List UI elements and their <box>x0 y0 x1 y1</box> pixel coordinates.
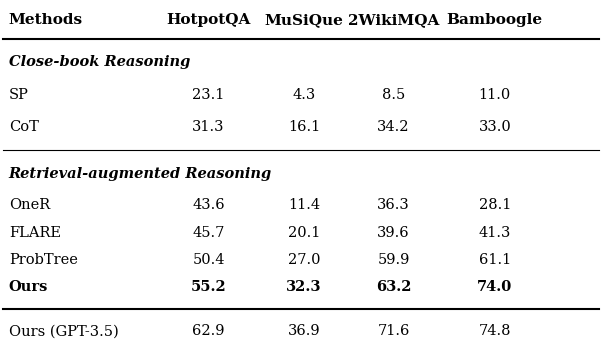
Text: 39.6: 39.6 <box>377 226 410 239</box>
Text: 32.3: 32.3 <box>286 280 321 294</box>
Text: 61.1: 61.1 <box>479 253 511 267</box>
Text: Ours (GPT-3.5): Ours (GPT-3.5) <box>9 324 119 338</box>
Text: 11.4: 11.4 <box>288 198 320 212</box>
Text: 45.7: 45.7 <box>193 226 225 239</box>
Text: Methods: Methods <box>9 13 83 27</box>
Text: 62.9: 62.9 <box>192 324 225 338</box>
Text: 74.0: 74.0 <box>477 280 512 294</box>
Text: 74.8: 74.8 <box>479 324 511 338</box>
Text: 36.3: 36.3 <box>377 198 410 212</box>
Text: 33.0: 33.0 <box>479 120 511 134</box>
Text: 71.6: 71.6 <box>377 324 409 338</box>
Text: FLARE: FLARE <box>9 226 61 239</box>
Text: CoT: CoT <box>9 120 39 134</box>
Text: ProbTree: ProbTree <box>9 253 78 267</box>
Text: MuSiQue: MuSiQue <box>264 13 343 27</box>
Text: Bamboogle: Bamboogle <box>447 13 543 27</box>
Text: Close-book Reasoning: Close-book Reasoning <box>9 55 190 69</box>
Text: 28.1: 28.1 <box>479 198 511 212</box>
Text: 59.9: 59.9 <box>377 253 409 267</box>
Text: 23.1: 23.1 <box>193 88 225 102</box>
Text: 50.4: 50.4 <box>192 253 225 267</box>
Text: 27.0: 27.0 <box>288 253 320 267</box>
Text: HotpotQA: HotpotQA <box>166 13 251 27</box>
Text: 31.3: 31.3 <box>192 120 225 134</box>
Text: 8.5: 8.5 <box>382 88 405 102</box>
Text: 41.3: 41.3 <box>479 226 511 239</box>
Text: 11.0: 11.0 <box>479 88 511 102</box>
Text: Retrieval-augmented Reasoning: Retrieval-augmented Reasoning <box>9 167 272 181</box>
Text: 63.2: 63.2 <box>376 280 411 294</box>
Text: SP: SP <box>9 88 29 102</box>
Text: 2WikiMQA: 2WikiMQA <box>348 13 439 27</box>
Text: 16.1: 16.1 <box>288 120 320 134</box>
Text: 34.2: 34.2 <box>377 120 410 134</box>
Text: 43.6: 43.6 <box>192 198 225 212</box>
Text: 55.2: 55.2 <box>191 280 226 294</box>
Text: 36.9: 36.9 <box>288 324 320 338</box>
Text: Ours: Ours <box>9 280 48 294</box>
Text: 4.3: 4.3 <box>293 88 315 102</box>
Text: OneR: OneR <box>9 198 50 212</box>
Text: 20.1: 20.1 <box>288 226 320 239</box>
